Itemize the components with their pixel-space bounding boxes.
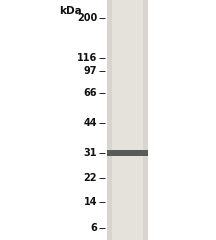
Text: 22: 22 — [84, 173, 97, 183]
Text: 14: 14 — [84, 197, 97, 207]
Text: 66: 66 — [84, 88, 97, 98]
Text: 31: 31 — [84, 148, 97, 158]
Text: 97: 97 — [84, 66, 97, 76]
Bar — [112, 0, 143, 240]
Text: 44: 44 — [84, 118, 97, 128]
Text: kDa: kDa — [59, 6, 81, 16]
Bar — [107, 0, 148, 240]
Text: 6: 6 — [90, 223, 97, 233]
Text: 116: 116 — [77, 53, 97, 63]
Text: 200: 200 — [77, 13, 97, 23]
Bar — [107, 150, 148, 156]
